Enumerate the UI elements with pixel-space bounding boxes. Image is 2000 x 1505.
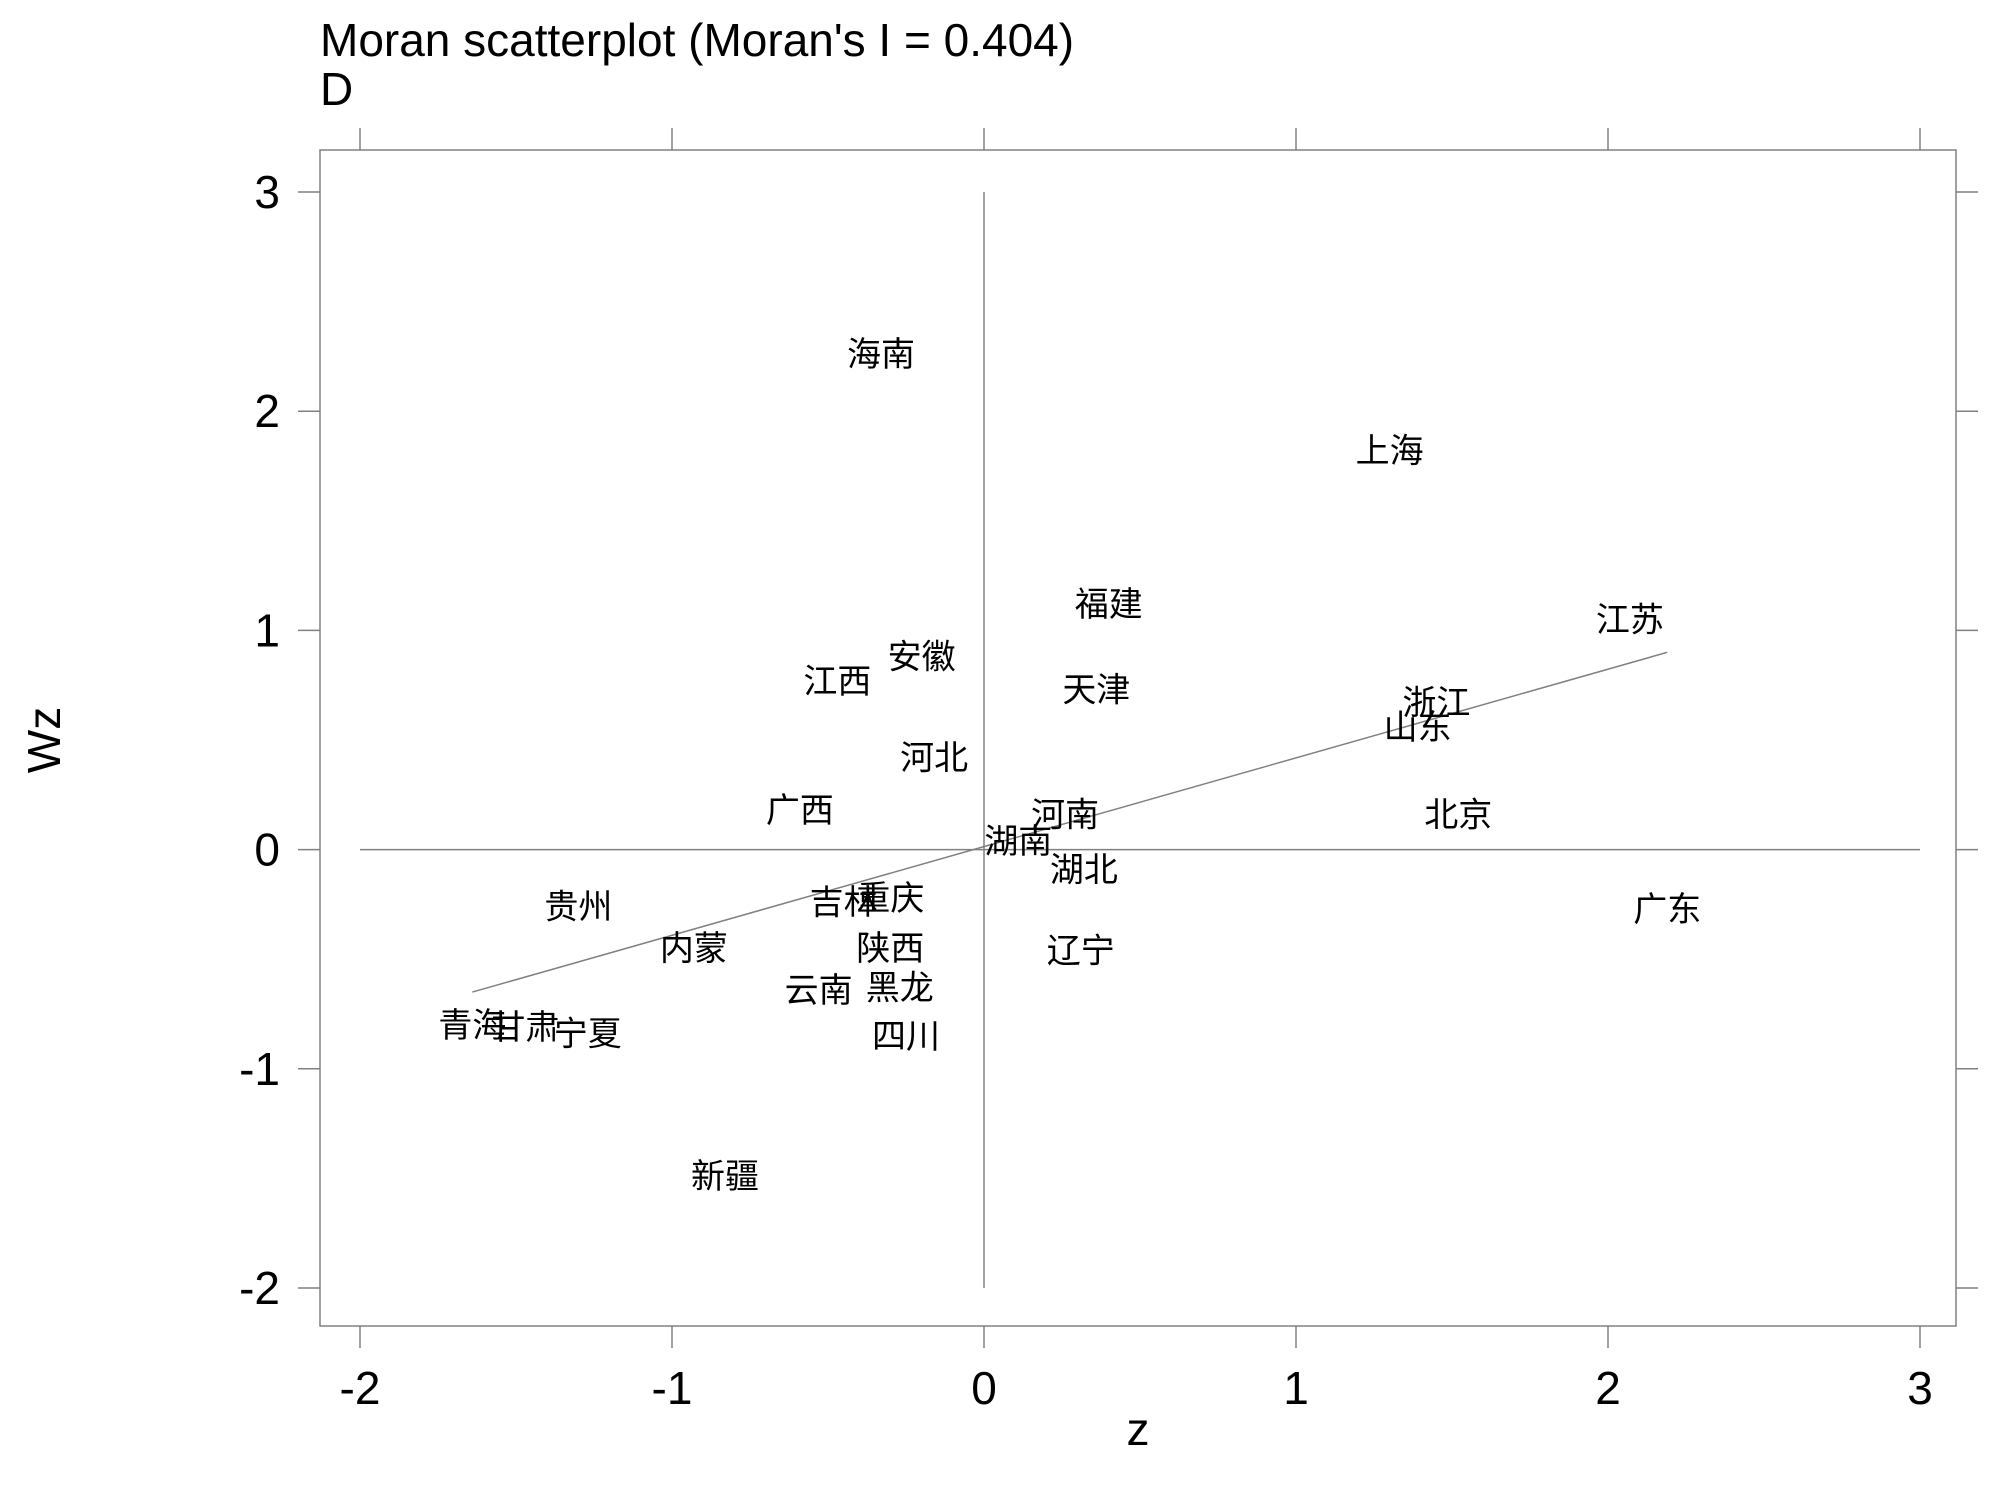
data-point-label: 湖北 <box>1050 850 1118 890</box>
data-point-label: 辽宁 <box>1047 931 1115 971</box>
x-tick-label: 2 <box>1595 1362 1621 1414</box>
fit-line-group <box>472 651 1668 993</box>
data-point-label: 新疆 <box>691 1157 759 1197</box>
data-point-label: 贵州 <box>544 888 612 928</box>
y-axis-ticks: 3 2 1 0 -1 -2 <box>239 166 1978 1314</box>
data-point-label: 山东 <box>1384 708 1452 748</box>
data-point-label: 重庆 <box>856 879 924 919</box>
data-point-label: 云南 <box>785 971 853 1011</box>
data-point-label: 北京 <box>1424 796 1492 836</box>
data-point-label: 河南 <box>1031 796 1099 836</box>
data-point-label: 天津 <box>1062 671 1130 711</box>
x-axis-label: z <box>1127 1403 1150 1455</box>
data-point-label: 湖南 <box>984 822 1052 862</box>
data-point-label: 安徽 <box>888 638 956 678</box>
data-point-label: 海南 <box>847 335 915 375</box>
data-point-label: 四川 <box>872 1017 940 1057</box>
x-tick-label: -2 <box>340 1362 381 1414</box>
y-tick-label: -1 <box>239 1043 280 1095</box>
data-point-label: 福建 <box>1075 585 1143 625</box>
regression-fit-line <box>472 651 1668 993</box>
data-point-label: 陕西 <box>856 929 924 969</box>
data-point-label: 江西 <box>803 662 871 702</box>
chart-subtitle: D <box>320 63 353 115</box>
data-point-label: 河北 <box>900 739 968 779</box>
chart-title: Moran scatterplot (Moran's I = 0.404) <box>320 14 1074 66</box>
x-tick-label: 1 <box>1283 1362 1309 1414</box>
data-point-label: 浙江 <box>1402 684 1470 724</box>
y-tick-label: -2 <box>239 1262 280 1314</box>
y-axis-label: Wz <box>18 707 70 773</box>
data-point-label: 广东 <box>1633 890 1701 930</box>
reference-lines <box>360 192 1920 1288</box>
data-point-label: 内蒙 <box>660 929 728 969</box>
plot-frame <box>319 149 1957 1327</box>
data-point-label: 上海 <box>1356 432 1424 472</box>
data-point-label: 黑龙 <box>866 969 934 1009</box>
x-tick-label: 3 <box>1907 1362 1933 1414</box>
y-tick-label: 1 <box>254 604 280 656</box>
y-tick-label: 2 <box>254 385 280 437</box>
x-tick-label: 0 <box>971 1362 997 1414</box>
x-tick-label: -1 <box>652 1362 693 1414</box>
data-point-label: 江苏 <box>1596 600 1664 640</box>
data-point-label: 广西 <box>766 791 834 831</box>
data-point-label: 宁夏 <box>554 1015 622 1055</box>
data-point-label: 甘肃 <box>491 1008 559 1048</box>
y-tick-label: 3 <box>254 166 280 218</box>
x-axis-ticks: -2 -1 0 1 2 3 <box>340 128 1933 1414</box>
y-tick-label: 0 <box>254 824 280 876</box>
data-point-label: 青海 <box>438 1006 506 1046</box>
data-point-label: 吉林 <box>810 883 878 923</box>
